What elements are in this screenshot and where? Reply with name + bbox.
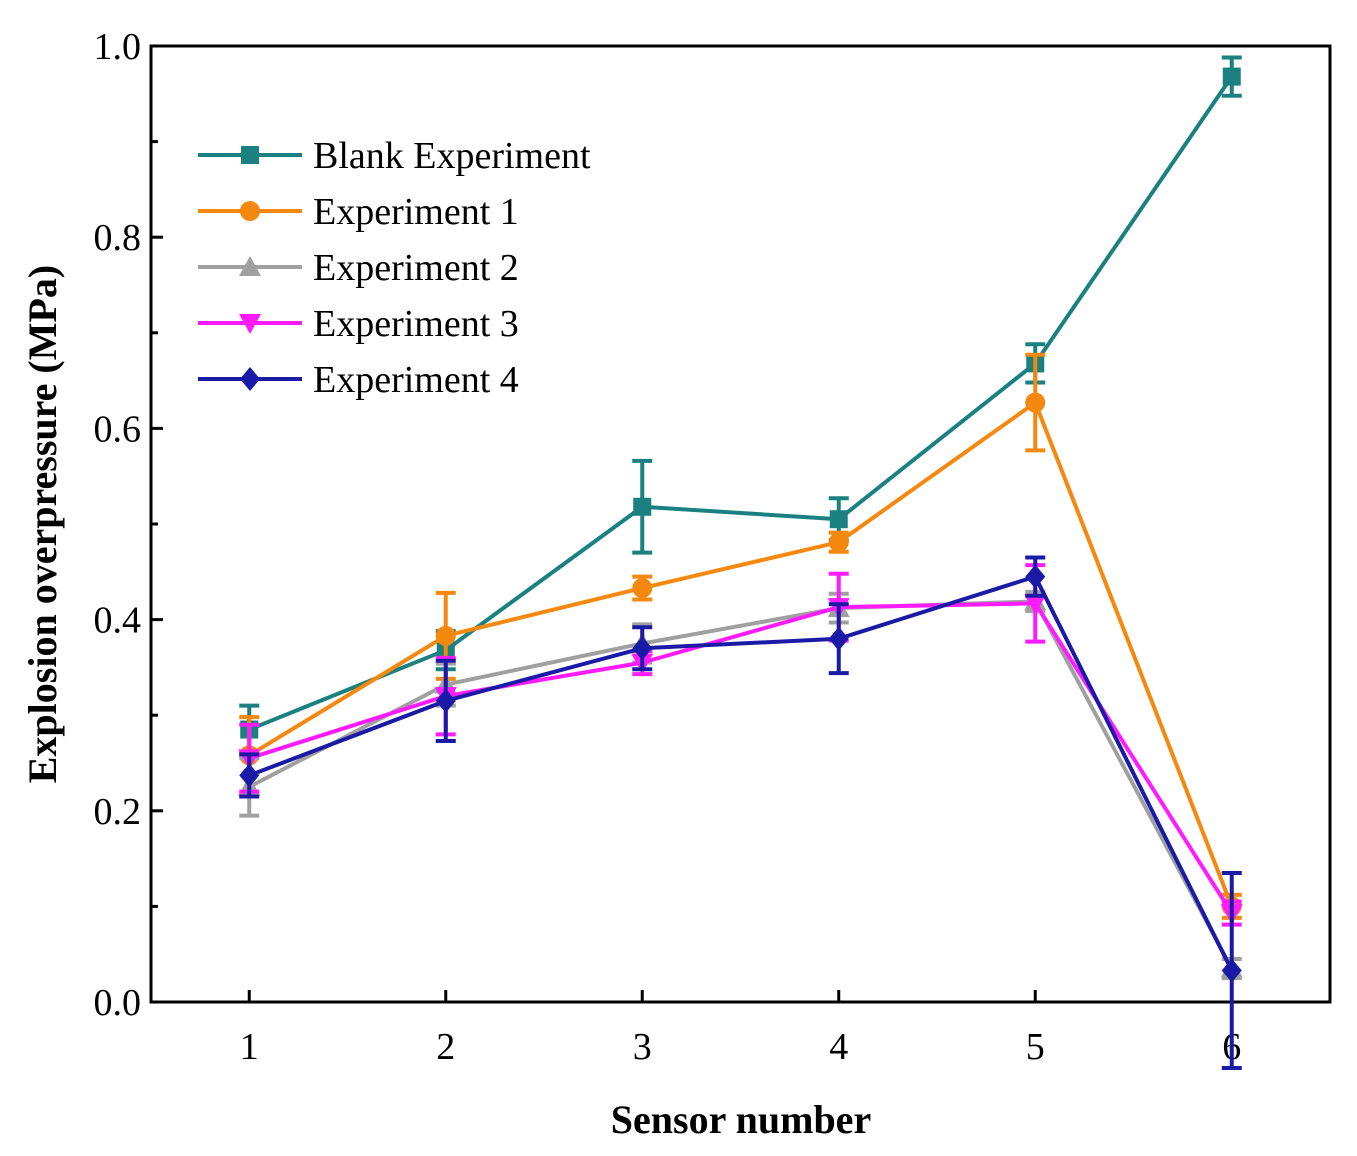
legend-marker (240, 201, 260, 221)
x-axis-title: Sensor number (611, 1097, 871, 1142)
series-5 (239, 555, 1242, 1070)
legend-label: Experiment 4 (313, 359, 519, 401)
data-point (1222, 67, 1241, 86)
legend-item: Experiment 2 (198, 247, 519, 289)
y-tick-label: 1.0 (94, 26, 142, 68)
data-point (828, 626, 849, 651)
legend-marker (239, 256, 261, 276)
legend-marker (239, 314, 261, 334)
series-line (248, 75, 1234, 732)
legend-item: Experiment 4 (198, 359, 519, 401)
data-point (1024, 594, 1047, 615)
y-axis: 0.0 0.2 0.4 0.6 0.8 1.0 (94, 26, 163, 1024)
series-4 (238, 563, 1243, 927)
legend-label: Blank Experiment (313, 135, 591, 177)
data-point (633, 497, 652, 516)
y-tick-label: 0.6 (94, 408, 142, 450)
x-tick-label: 4 (829, 1026, 848, 1068)
data-point (1025, 392, 1046, 413)
data-point (632, 578, 653, 599)
legend: Blank Experiment Experiment 1 Experiment 2… (198, 135, 591, 401)
legend-label: Experiment 2 (313, 247, 519, 289)
series-line (248, 599, 1234, 970)
data-point (828, 532, 849, 553)
x-tick-label: 5 (1026, 1026, 1045, 1068)
y-tick-label: 0.4 (94, 600, 142, 642)
x-tick-label: 1 (240, 1026, 259, 1068)
legend-item: Experiment 3 (198, 303, 519, 345)
legend-label: Experiment 1 (313, 191, 519, 233)
legend-marker (240, 367, 260, 391)
y-tick-label: 0.2 (94, 791, 142, 833)
y-tick-label: 0.8 (94, 217, 142, 259)
legend-label: Experiment 3 (313, 303, 519, 345)
data-point (1221, 958, 1242, 983)
x-tick-label: 2 (436, 1026, 455, 1068)
legend-item: Blank Experiment (198, 135, 591, 177)
series-line (248, 400, 1234, 908)
data-point (1025, 564, 1046, 589)
series-layer (238, 55, 1243, 1070)
series-3 (238, 589, 1243, 981)
legend-item: Experiment 1 (198, 191, 519, 233)
x-tick-label: 3 (633, 1026, 652, 1068)
y-axis-title: Explosion overpressure (MPa) (20, 265, 65, 784)
data-point (435, 625, 456, 646)
data-point (829, 510, 848, 529)
legend-marker (241, 146, 259, 164)
x-axis: 123456 (240, 990, 1241, 1068)
series-line (248, 601, 1234, 915)
data-point (239, 763, 260, 788)
series-line (248, 574, 1234, 972)
data-point (435, 688, 456, 713)
data-point (632, 636, 653, 661)
y-tick-label: 0.0 (94, 982, 142, 1024)
